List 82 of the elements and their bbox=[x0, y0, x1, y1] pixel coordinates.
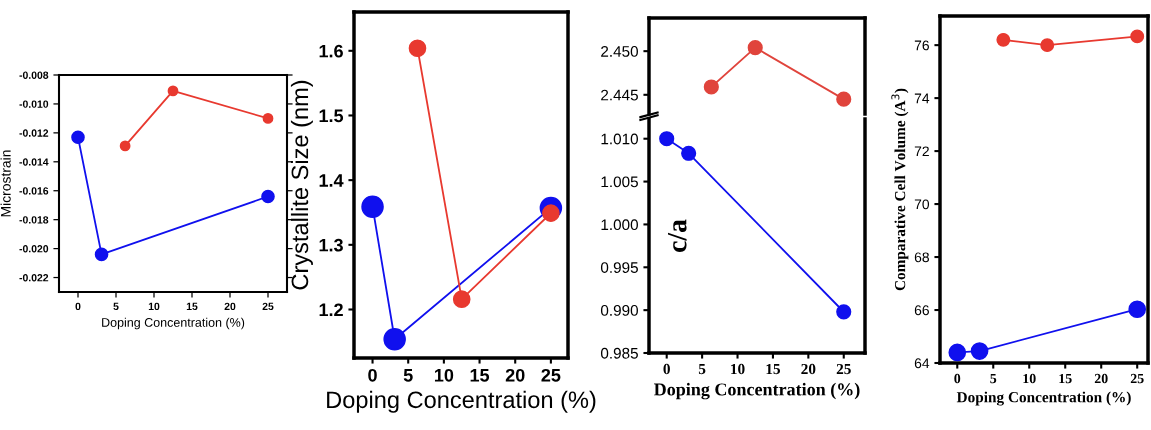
y-tick-label: -0.010 bbox=[19, 100, 49, 108]
y-tick-label: -0.020 bbox=[19, 245, 49, 253]
y-tick-label: -0.022 bbox=[19, 274, 49, 282]
y-tick-label: 70 bbox=[914, 199, 930, 210]
x-tick-label: 10 bbox=[434, 368, 454, 382]
point bbox=[948, 343, 967, 362]
x-tick-label: 25 bbox=[836, 363, 851, 375]
point bbox=[119, 140, 131, 152]
y-tick-label: 74 bbox=[914, 93, 930, 104]
y-tick-label: -0.012 bbox=[19, 129, 49, 137]
point bbox=[167, 85, 179, 97]
x-tick-label: 0 bbox=[368, 368, 377, 382]
y-tick-label: 1.4 bbox=[319, 174, 344, 187]
x-tick-label: 10 bbox=[731, 363, 745, 375]
x-tick-label: 15 bbox=[766, 363, 781, 375]
x-tick-label: 20 bbox=[801, 363, 816, 375]
point bbox=[970, 342, 989, 360]
x-tick-label: 25 bbox=[1130, 373, 1144, 384]
y-tick-label: 1.6 bbox=[319, 44, 343, 58]
x-tick-label: 10 bbox=[1023, 373, 1036, 384]
x-tick-label: 5 bbox=[990, 373, 997, 384]
point bbox=[261, 189, 275, 204]
y-tick-label: 1.010 bbox=[601, 133, 638, 145]
point bbox=[836, 91, 852, 107]
point bbox=[747, 40, 763, 56]
point bbox=[361, 195, 384, 218]
x-tick-label: 10 bbox=[148, 302, 160, 311]
point bbox=[94, 247, 109, 262]
x-axis-title: Doping Concentration (%) bbox=[956, 391, 1131, 406]
x-tick-label: 5 bbox=[113, 302, 119, 311]
y-tick-label: 1.3 bbox=[319, 238, 343, 252]
x-tick-label: 5 bbox=[403, 369, 413, 382]
x-tick-label: 0 bbox=[663, 363, 670, 375]
x-tick-label: 25 bbox=[262, 302, 274, 311]
y-tick-label: 1.000 bbox=[601, 219, 638, 231]
point bbox=[836, 304, 852, 320]
y-tick-label: 1.005 bbox=[601, 176, 638, 188]
y-tick-label: 2.450 bbox=[601, 46, 638, 57]
y-tick-label: -0.018 bbox=[19, 216, 49, 224]
point bbox=[452, 290, 471, 308]
point bbox=[659, 131, 675, 147]
y-tick-label: 64 bbox=[914, 358, 930, 369]
y-tick-label: 72 bbox=[914, 146, 929, 157]
point bbox=[262, 113, 274, 124]
point bbox=[1040, 38, 1055, 53]
point bbox=[996, 32, 1011, 47]
y-tick-label: 68 bbox=[914, 252, 929, 263]
x-tick-label: 20 bbox=[505, 368, 525, 382]
point bbox=[408, 39, 427, 58]
y-tick-label: 0.995 bbox=[600, 262, 638, 273]
point bbox=[71, 130, 85, 144]
y-axis-title: Microstrain bbox=[0, 150, 11, 217]
y-tick-label: 0.990 bbox=[600, 305, 638, 316]
x-axis-title: Doping Concentration (%) bbox=[327, 390, 596, 413]
y-tick-label: 0.985 bbox=[600, 347, 638, 359]
point bbox=[383, 327, 406, 351]
x-tick-label: 15 bbox=[186, 302, 198, 311]
x-tick-label: 15 bbox=[470, 369, 490, 382]
x-tick-label: 15 bbox=[1059, 373, 1072, 384]
x-tick-label: 0 bbox=[75, 302, 81, 311]
y-tick-label: 2.445 bbox=[601, 89, 638, 101]
point bbox=[703, 79, 719, 95]
y-tick-label: -0.014 bbox=[19, 158, 49, 166]
y-tick-label: 1.2 bbox=[319, 303, 343, 317]
y-tick-label: -0.008 bbox=[19, 71, 49, 79]
y-axis-title: Comparative Cell Volume (A$^{3}$) bbox=[891, 88, 909, 291]
point bbox=[1130, 29, 1145, 44]
y-axis-title: Crystallite Size (nm) bbox=[290, 80, 313, 290]
y-tick-label: 76 bbox=[914, 40, 929, 51]
point bbox=[1128, 300, 1147, 319]
x-tick-label: 5 bbox=[698, 364, 706, 375]
x-axis-title: Doping Concentration (%) bbox=[102, 317, 245, 330]
y-tick-label: 1.5 bbox=[319, 109, 344, 123]
y-tick-label: 66 bbox=[914, 305, 929, 316]
x-tick-label: 0 bbox=[954, 373, 961, 384]
x-tick-label: 20 bbox=[1094, 373, 1108, 384]
x-tick-label: 20 bbox=[224, 302, 236, 311]
y-axis-title: c/a bbox=[667, 219, 687, 253]
x-tick-label: 25 bbox=[541, 368, 561, 382]
point bbox=[681, 145, 697, 161]
x-axis-title: Doping Concentration (%) bbox=[654, 382, 860, 400]
y-tick-label: -0.016 bbox=[19, 187, 49, 195]
